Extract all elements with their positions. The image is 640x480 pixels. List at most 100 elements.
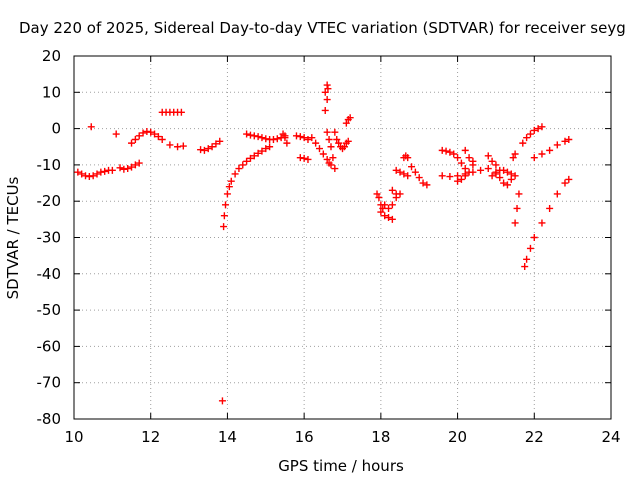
data-point [85,173,93,181]
data-point [216,137,224,145]
data-point [331,128,339,136]
data-point [530,126,538,134]
data-point [262,145,270,153]
data-point [243,130,251,138]
data-point [131,135,139,143]
data-point [454,177,462,185]
data-point [304,135,312,143]
data-point [454,154,462,162]
y-tick-label: -10 [37,156,62,174]
data-point [565,175,573,183]
data-point [139,129,147,137]
data-point [500,166,508,174]
data-point [484,165,492,173]
data-point [321,106,329,114]
data-point [503,168,511,176]
data-point [135,132,143,140]
data-point [82,172,90,180]
y-tick-label: -70 [37,374,62,392]
data-point [120,165,128,173]
tick-labels: 10 12 14 16 18 20 22 24 20 10 0 -10 -20 -30 -40 -50 -60 -… [37,47,621,446]
data-point [147,128,155,136]
data-point [329,154,337,162]
data-point [204,145,212,153]
data-point [513,204,521,212]
data-point [250,152,258,160]
y-tick-label: 20 [42,47,61,65]
data-point [87,123,95,131]
data-point [266,143,274,151]
data-points [74,81,573,405]
data-point [411,168,419,176]
y-tick-label: -30 [37,229,62,247]
data-point [246,131,254,139]
data-point [553,190,561,198]
data-point [465,154,473,162]
data-point [521,263,529,271]
data-point [492,170,500,178]
data-point [254,133,262,141]
data-point [511,150,519,158]
data-point [116,164,124,172]
data-point [530,154,538,162]
data-point [97,168,105,176]
data-point [154,133,162,141]
data-point [281,134,289,142]
data-point [488,157,496,165]
data-point [523,255,531,263]
data-point [101,167,109,175]
data-point [258,134,266,142]
data-point [446,148,454,156]
data-point [218,397,226,405]
data-point [457,175,465,183]
data-point [342,119,350,127]
data-point [262,135,270,143]
data-point [235,165,243,173]
y-tick-label: -80 [37,410,62,428]
data-point [327,161,335,169]
data-point [131,161,139,169]
data-point [503,181,511,189]
data-point [300,134,308,142]
data-point [135,159,143,167]
data-point [388,201,396,209]
grid-lines [74,56,611,419]
data-point [200,146,208,154]
data-point [254,149,262,157]
data-point [319,150,327,158]
data-point [526,130,534,138]
data-point [373,190,381,198]
data-point [461,172,469,180]
data-point [488,172,496,180]
data-point [220,223,228,231]
data-point [442,147,450,155]
data-point [561,179,569,187]
data-point [385,214,393,222]
data-point [279,130,287,138]
data-point [415,174,423,182]
data-point [300,154,308,162]
data-point [404,172,412,180]
data-point [212,140,220,148]
data-point [315,145,323,153]
data-point [323,155,331,163]
y-tick-label: -20 [37,192,62,210]
y-tick-label: 10 [42,83,61,101]
data-point [530,234,538,241]
data-point [408,163,416,171]
data-point [375,194,383,202]
data-point [239,161,247,169]
data-point [515,190,523,198]
data-point [344,137,352,145]
x-tick-label: 12 [141,428,160,446]
data-point [243,157,251,165]
data-point [197,146,205,154]
data-point [561,137,569,145]
data-point [404,154,412,162]
data-point [484,152,492,160]
data-point [381,201,389,209]
data-point [269,135,277,143]
data-point [526,244,534,252]
data-point [327,143,335,151]
data-point [388,215,396,223]
